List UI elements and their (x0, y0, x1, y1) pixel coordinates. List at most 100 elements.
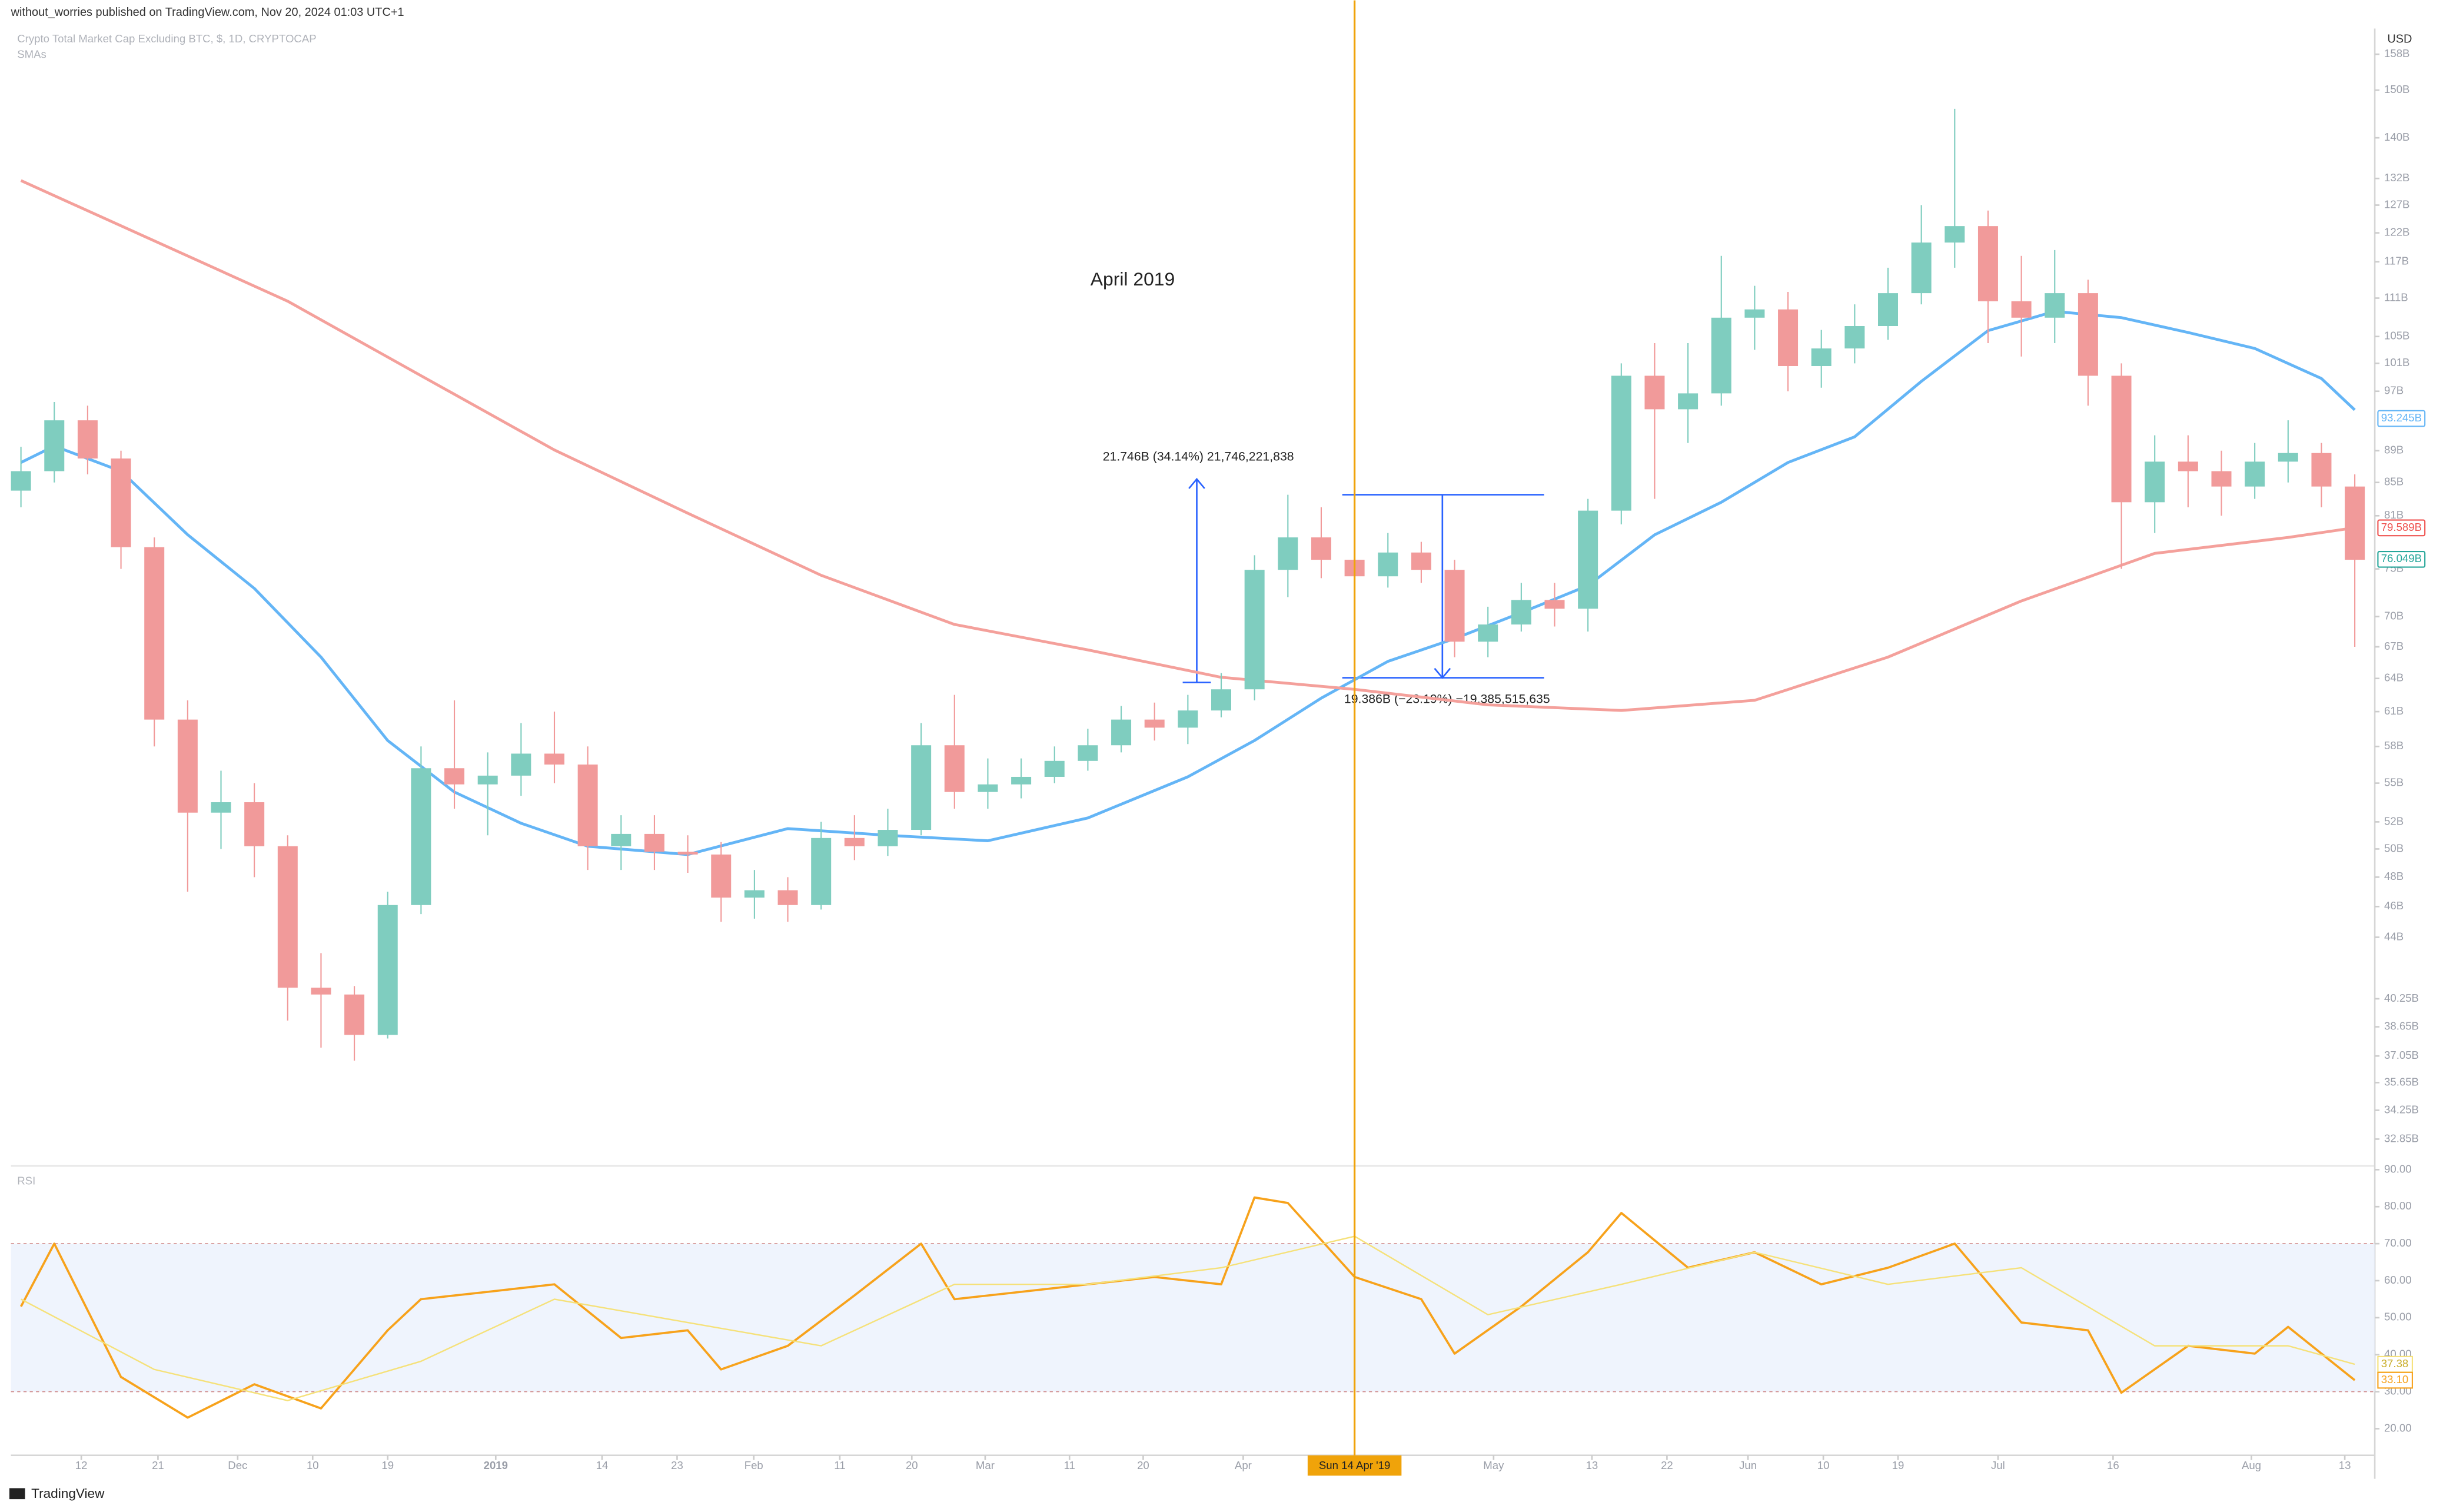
y-tick-label: 127B (2384, 198, 2409, 210)
x-tick-label: Aug (2242, 1459, 2261, 1471)
footer-brand: TradingView (31, 1486, 105, 1501)
rsi-line (19, 1196, 2356, 1419)
y-tick-label: 20.00 (2384, 1421, 2412, 1434)
price-label: 76.049B (2381, 552, 2422, 564)
x-tick-label: 20 (906, 1459, 918, 1471)
y-tick-label: 101B (2384, 356, 2409, 368)
candle-body (1844, 325, 1865, 349)
candle-body (811, 838, 832, 905)
candle-body (577, 765, 598, 846)
y-tick-label: 32.85B (2384, 1132, 2419, 1144)
x-tick-label: 21 (152, 1459, 164, 1471)
x-tick-label: 22 (1661, 1459, 1673, 1471)
y-tick-label: 40.25B (2384, 992, 2419, 1004)
x-tick-label: 11 (834, 1459, 845, 1471)
y-tick-label: 50B (2384, 842, 2404, 854)
indicator-legend: SMAs (17, 48, 46, 61)
measure-down (1342, 494, 1544, 679)
candle-body (1945, 226, 1965, 243)
x-tick-label: Jul (1991, 1459, 2005, 1471)
logo (9, 1488, 25, 1500)
y-tick-label: 70B (2384, 609, 2404, 622)
x-tick-label: 20 (1137, 1459, 1149, 1471)
candle-body (2345, 486, 2365, 560)
x-tick-label: 19 (381, 1459, 394, 1471)
x-tick-label: 11 (1064, 1459, 1075, 1471)
candle-body (1678, 393, 1699, 410)
candle-body (1544, 600, 1565, 609)
candle-body (1244, 570, 1265, 690)
rsi-band (11, 1244, 2375, 1392)
x-tick-label: 10 (1817, 1459, 1830, 1471)
y-tick-label: 81B (2384, 509, 2404, 521)
candle-body (1578, 510, 1598, 609)
x-tick-label: Mar (976, 1459, 995, 1471)
x-tick-label: May (1483, 1459, 1504, 1471)
x-tick-label: 14 (596, 1459, 609, 1471)
candle-body (44, 420, 65, 471)
y-tick-label: 111B (2384, 291, 2408, 303)
y-tick-label: 105B (2384, 330, 2409, 342)
candle-body (677, 852, 698, 855)
candle-body (2178, 461, 2198, 471)
crosshair-label: Sun 14 Apr '19 (1319, 1459, 1390, 1471)
candle-body (377, 905, 398, 1035)
candle-body (644, 833, 664, 852)
y-tick-label: 37.05B (2384, 1049, 2419, 1061)
candle-body (777, 890, 798, 905)
y-tick-label: 55B (2384, 776, 2404, 788)
x-tick-label: 12 (75, 1459, 88, 1471)
rsi-line (21, 1235, 2355, 1401)
candle-body (944, 745, 965, 792)
candle-body (1278, 537, 1298, 570)
candle-body (2078, 293, 2098, 376)
candle-body (978, 784, 998, 792)
candle-body (277, 846, 298, 988)
candle-body (744, 890, 765, 898)
candle-body (11, 471, 31, 491)
y-tick-label: 70.00 (2384, 1237, 2412, 1249)
candle-body (2211, 471, 2232, 487)
candle-body (1378, 552, 1398, 577)
candle-body (1011, 776, 1032, 785)
symbol-title: Crypto Total Market Cap Excluding BTC, $… (17, 32, 316, 45)
y-tick-label: 97B (2384, 384, 2404, 397)
y-tick-label: 122B (2384, 226, 2409, 238)
candle-body (1778, 309, 1799, 366)
candle-body (211, 802, 231, 813)
y-tick-label: 52B (2384, 815, 2404, 827)
price-label-box (2377, 550, 2426, 568)
annotation: April 2019 (1091, 268, 1175, 290)
measure-label: 21.746B (34.14%) 21,746,221,838 (1103, 449, 1294, 463)
candle-body (1711, 317, 1731, 394)
candle-body (1744, 309, 1765, 318)
candle-body (1478, 624, 1498, 642)
candle-body (711, 854, 732, 898)
candle-body (444, 768, 465, 785)
y-tick-label: 158B (2384, 47, 2409, 59)
y-tick-label: 67B (2384, 640, 2404, 652)
x-tick-label: 19 (1892, 1459, 1904, 1471)
x-tick-label: 13 (1586, 1459, 1598, 1471)
measure-up (1182, 477, 1211, 683)
rsi-title: RSI (17, 1174, 35, 1187)
x-tick-label: Apr (1235, 1459, 1252, 1471)
x-tick-label: Feb (744, 1459, 763, 1471)
candle-body (544, 753, 564, 765)
price-label: 93.245B (2381, 411, 2422, 424)
candle-body (1911, 242, 1932, 294)
candle-body (1311, 537, 1331, 560)
candle-body (844, 838, 865, 846)
candle-body (2011, 301, 2032, 318)
y-tick-label: 64B (2384, 672, 2404, 684)
candle-body (1178, 710, 1198, 728)
y-tick-label: 44B (2384, 930, 2404, 942)
y-tick-label: 117B (2384, 255, 2409, 267)
y-tick-label: 58B (2384, 739, 2404, 752)
candle-body (1144, 719, 1165, 728)
y-tick-label: 132B (2384, 171, 2409, 184)
price-label: 79.589B (2381, 521, 2422, 533)
candle-body (1078, 745, 1098, 761)
